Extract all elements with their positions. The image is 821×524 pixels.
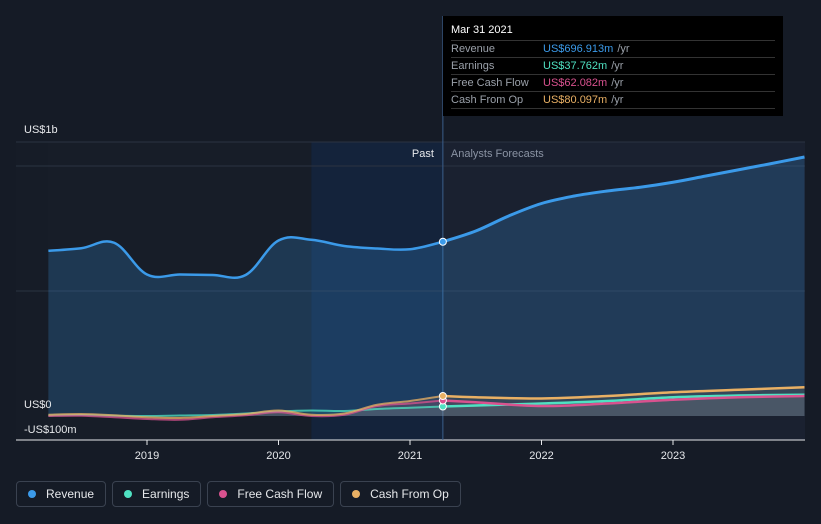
legend-item-revenue[interactable]: Revenue <box>16 481 107 507</box>
tooltip-row-revenue: Revenue US$696.913m /yr <box>451 41 775 58</box>
revenue-line-past <box>48 235 444 280</box>
tooltip-label: Earnings <box>451 60 495 72</box>
x-tick-label: 2020 <box>266 450 290 462</box>
tooltip-label: Revenue <box>451 43 496 55</box>
legend: Revenue Earnings Free Cash Flow Cash Fro… <box>16 481 461 507</box>
revenue-dot-icon <box>28 490 36 498</box>
earnings-area <box>48 394 805 417</box>
series-layer <box>48 155 805 421</box>
free-cash-flow-line-past <box>48 399 443 421</box>
y-tick-label: US$0 <box>24 399 52 411</box>
tooltip-row-free-cash-flow: Free Cash Flow US$62.082m /yr <box>451 75 775 92</box>
free-cash-flow-dot-icon <box>219 490 228 498</box>
label-layer: 2019 2020 2021 2022 2023 US$1b US$0 -US$100m Pas… <box>24 124 685 462</box>
free-cash-flow-line-forecast <box>442 394 805 408</box>
tooltip: Mar 31 2021 Revenue US$696.913m /yr Earn… <box>443 16 783 116</box>
tooltip-label: Cash From Op <box>451 94 524 106</box>
tooltip-unit: /yr <box>611 94 624 106</box>
cash-from-op-marker <box>438 392 447 400</box>
revenue-area <box>48 157 805 416</box>
cash-from-op-dot-icon <box>352 490 361 498</box>
cash-from-op-line-forecast <box>442 386 805 400</box>
x-tick-label: 2023 <box>661 450 685 462</box>
forecast-label: Analysts Forecasts <box>451 148 544 160</box>
tooltip-date: Mar 31 2021 <box>451 22 775 41</box>
tooltip-label: Free Cash Flow <box>451 77 529 89</box>
tooltip-unit: /yr <box>611 77 624 89</box>
legend-item-cash-from-op[interactable]: Cash From Op <box>340 481 461 507</box>
tooltip-value: US$37.762m <box>543 60 608 72</box>
x-tick-label: 2022 <box>529 450 553 462</box>
legend-label: Free Cash Flow <box>237 487 323 501</box>
legend-label: Revenue <box>46 487 95 501</box>
y-tick-label: US$1b <box>24 124 58 136</box>
legend-item-free-cash-flow[interactable]: Free Cash Flow <box>207 481 335 507</box>
legend-label: Earnings <box>142 487 190 501</box>
tooltip-value: US$80.097m <box>543 94 608 106</box>
cash-from-op-line-past <box>48 395 444 420</box>
x-tick-label: 2019 <box>135 450 159 462</box>
legend-label: Cash From Op <box>370 487 449 501</box>
revenue-line-forecast <box>442 155 805 244</box>
y-tick-label: -US$100m <box>24 424 77 436</box>
x-tick-label: 2021 <box>398 450 422 462</box>
tooltip-unit: /yr <box>611 60 624 72</box>
earnings-dot-icon <box>124 490 133 498</box>
legend-item-earnings[interactable]: Earnings <box>112 481 202 507</box>
grid-layer <box>16 16 805 445</box>
past-label: Past <box>412 148 434 160</box>
earnings-line-forecast <box>442 393 805 408</box>
tooltip-value: US$62.082m <box>543 77 608 89</box>
revenue-marker <box>438 237 447 246</box>
tooltip-row-earnings: Earnings US$37.762m /yr <box>451 58 775 75</box>
tooltip-value: US$696.913m <box>543 43 614 55</box>
tooltip-row-cash-from-op: Cash From Op US$80.097m /yr <box>451 92 775 109</box>
tooltip-unit: /yr <box>617 43 630 55</box>
